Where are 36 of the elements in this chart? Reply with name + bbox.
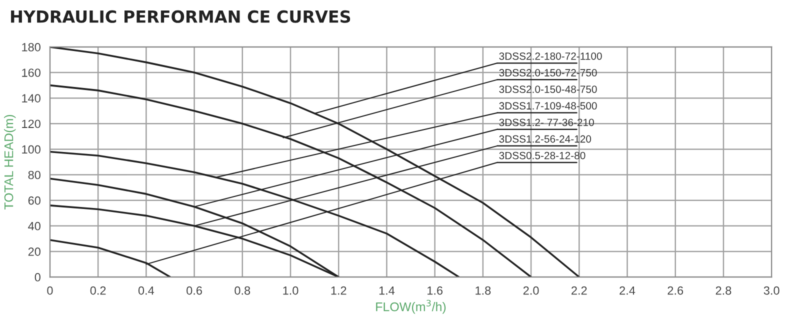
y-tick-label: 100	[22, 145, 40, 154]
annotation: 3DSS0.5-28-12-80	[499, 152, 586, 160]
x-tick-label: 3.0	[764, 286, 780, 295]
y-axis-title: TOTAL HEAD(m)	[4, 114, 16, 210]
x-tick-label: 2.2	[572, 286, 587, 295]
annotation: 3DSS2.2-180-72-1100	[499, 52, 602, 60]
annotation: 3DSS1.7-109-48-500	[499, 102, 597, 110]
x-tick-label: 2.8	[716, 286, 732, 295]
x-tick-label: 1.0	[283, 286, 298, 295]
x-tick-label: 1.6	[428, 286, 443, 295]
y-tick-label: 40	[28, 222, 40, 230]
annotation: 3DSS1.2- 77-36-210	[499, 118, 594, 126]
x-tick-label: 0.6	[186, 286, 202, 295]
annotation: 3DSS1.2-56-24-120	[499, 135, 592, 143]
y-tick-label: 160	[22, 68, 40, 77]
y-tick-label: 20	[28, 247, 40, 256]
chart-title: HYDRAULIC PERFORMAN CE CURVES	[11, 10, 350, 23]
y-tick-label: 0	[34, 273, 40, 282]
x-tick-label: 0.8	[234, 286, 250, 295]
y-tick-label: 140	[22, 94, 40, 102]
x-tick-label: 0.4	[138, 286, 154, 295]
y-tick-label: 120	[22, 120, 40, 128]
x-tick-label: 2.0	[523, 286, 539, 295]
x-tick-label: 0	[47, 286, 53, 295]
y-tick-label: 80	[28, 170, 40, 180]
annotation: 3DSS2.0-150-72-750	[499, 69, 597, 76]
y-tick-label: 180	[22, 43, 40, 52]
x-tick-label: 1.4	[379, 286, 395, 295]
x-tick-label: 0.2	[90, 286, 106, 295]
x-tick-label: 2.6	[668, 286, 684, 295]
x-tick-label: 1.8	[476, 286, 491, 295]
x-tick-label: 2.4	[620, 286, 636, 295]
x-axis-title: FLOW(m$^{3}$/h)	[376, 300, 446, 314]
annotation: 3DSS2.0-150-48-750	[499, 86, 597, 93]
y-tick-label: 60	[28, 196, 40, 205]
x-tick-label: 1.2	[331, 286, 346, 295]
